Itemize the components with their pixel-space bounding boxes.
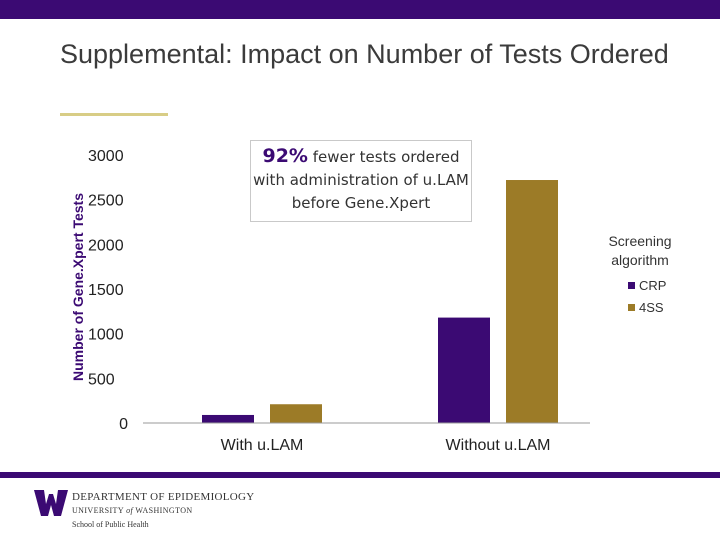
y-tick-label: 500: [88, 371, 115, 388]
y-tick-label: 2000: [88, 237, 124, 254]
y-tick-label: 0: [119, 416, 128, 433]
page-title: Supplemental: Impact on Number of Tests …: [60, 39, 669, 69]
callout-text: fewer tests ordered with administration …: [253, 148, 469, 212]
bar-4ss-0: [270, 404, 322, 423]
y-tick-label: 1000: [88, 327, 124, 344]
uw-w-logo-icon: [34, 490, 68, 516]
bottom-banner: [0, 472, 720, 478]
uw-logo: DEPARTMENT OF EPIDEMIOLOGY UNIVERSITY of…: [34, 490, 254, 529]
top-banner: [0, 0, 720, 19]
title-underline: [60, 113, 168, 116]
y-axis-label: Number of Gene.Xpert Tests: [70, 193, 86, 381]
school-name: School of Public Health: [72, 520, 149, 529]
y-tick-label: 1500: [88, 282, 124, 299]
y-tick-label: 2500: [88, 193, 124, 210]
department-name: DEPARTMENT OF EPIDEMIOLOGY: [72, 491, 255, 503]
x-tick-label: With u.LAM: [221, 437, 304, 454]
callout-percent: 92%: [262, 145, 308, 167]
bar-crp-1: [438, 317, 490, 423]
legend-label-4ss: 4SS: [639, 300, 664, 315]
legend-title: Screening algorithm: [608, 233, 672, 268]
callout-box: 92% fewer tests ordered with administrat…: [250, 140, 472, 222]
bar-crp-0: [202, 414, 254, 423]
legend-label-crp: CRP: [639, 278, 667, 293]
y-tick-label: 3000: [88, 148, 124, 165]
university-name: UNIVERSITY of WASHINGTON: [72, 506, 193, 515]
legend: Screening algorithm CRP 4SS: [590, 232, 690, 315]
x-tick-label: Without u.LAM: [446, 437, 551, 454]
bar-4ss-1: [506, 180, 558, 423]
legend-item-crp: CRP: [628, 278, 666, 293]
legend-swatch-crp: [628, 282, 635, 289]
legend-swatch-4ss: [628, 304, 635, 311]
legend-item-4ss: 4SS: [628, 300, 664, 315]
